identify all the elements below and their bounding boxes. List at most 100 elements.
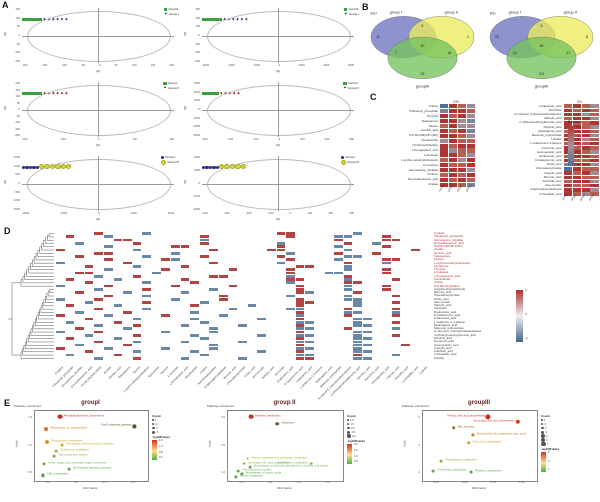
x-tick: -300 xyxy=(227,137,234,141)
heatmap-cell xyxy=(132,248,142,252)
heatmap-row: Gentisic_acid xyxy=(376,128,476,133)
heatmap-cell xyxy=(440,119,449,124)
x-tick: -100 xyxy=(60,137,66,141)
y-axis-title: t[2] xyxy=(183,105,188,111)
zscore-heatmaps: ES+ Uridine Tributanoyl_phosphate Thymine Te… xyxy=(376,100,599,212)
heatmap-cell xyxy=(295,320,305,324)
heatmap-cell xyxy=(161,330,171,334)
heatmap-cell xyxy=(458,109,467,114)
heatmap-cell xyxy=(295,343,305,347)
pathway-bubble-plot: groupI Pathway enrichment Phosphatidylchol… xyxy=(12,400,195,500)
scatter-point xyxy=(35,17,39,21)
heatmap-cell xyxy=(563,125,572,129)
heatmap-cell xyxy=(295,297,305,301)
metabolite-row-label: m-(Phenylmethoxy)benzoic_acid xyxy=(434,332,476,337)
metabolite-row-label: L-erythro-tetrahydrobiopterin xyxy=(434,260,471,265)
heatmap-cell xyxy=(382,258,391,262)
gradient-legend: 1.6 1.2 0.8 0.4 xyxy=(152,439,192,460)
pvalue-colorbar-ticks: 1.6 1.2 0.8 0.4 xyxy=(159,439,192,460)
scatter-point xyxy=(202,165,206,169)
heatmap-mode-title: ES+ xyxy=(453,100,460,104)
heatmap-cell xyxy=(572,121,581,125)
heatmap-cell xyxy=(440,167,449,173)
score-plot: 1500 1000 500 0 -500 -1000 -1500 -2000 -1000 0 100… xyxy=(3,154,182,225)
heatmap-cell xyxy=(458,158,467,163)
pvalue-tick: 0.5 xyxy=(354,460,358,464)
heatmap-cell xyxy=(295,330,305,334)
y-tick: 2.0 xyxy=(221,442,225,447)
metabolite-row-label: Testosterone xyxy=(434,253,451,258)
y-tick: 0 xyxy=(198,107,200,112)
pathway-label: Biosynthesis_of_unsaturated_fatty_acids xyxy=(477,432,527,436)
heatmap-cell xyxy=(572,137,581,142)
heatmap-cell xyxy=(590,188,599,192)
heatmap-cell xyxy=(353,340,362,344)
zscore-tick: -1.0 xyxy=(577,162,582,167)
scatter-point xyxy=(32,165,36,169)
heatmap-cell xyxy=(142,232,151,235)
heatmap-cell xyxy=(103,294,113,298)
heatmap-cell xyxy=(581,179,590,184)
y-tick: -100 xyxy=(14,50,20,55)
score-plot: ✦✦✦✦✦ 3000 2000 1000 0 -1000 -2000 -3000 -500 -30… xyxy=(183,80,362,151)
scatter-point xyxy=(38,91,43,95)
legend-label: Group II xyxy=(168,85,179,90)
x-tick: 1000 xyxy=(298,63,305,67)
heatmap-cell xyxy=(581,146,590,150)
heatmap-cell xyxy=(190,317,199,321)
x-tick-labels: -200 -100 0 100 200 xyxy=(22,138,174,141)
heatmap-cell xyxy=(75,242,84,245)
colorbar-tick: 2 xyxy=(525,288,527,292)
heatmap-cell xyxy=(343,274,353,278)
heatmap-cell xyxy=(353,281,362,285)
heatmap-cell xyxy=(362,330,372,334)
scatter-point xyxy=(205,91,209,95)
pathway-point xyxy=(234,475,238,479)
heatmap-cell xyxy=(180,265,190,268)
heatmap-cell xyxy=(84,333,94,337)
heatmap-cell xyxy=(563,158,572,163)
heatmap-cell xyxy=(590,142,599,146)
legend-entry: Control xyxy=(343,81,359,86)
x-axis-title: Rich factor xyxy=(83,486,98,490)
heatmap-cell xyxy=(572,146,581,150)
heatmap-cell xyxy=(305,320,315,324)
heatmap-cell xyxy=(458,138,467,143)
y-tick: -500 xyxy=(14,189,20,194)
heatmap-row: Azelate xyxy=(376,182,476,187)
legend-label: Group I xyxy=(345,155,356,160)
metabolite-row-label: Chenodeoxycholate xyxy=(535,166,562,171)
heatmap-row: Succinate xyxy=(489,108,599,112)
heatmap-cell xyxy=(440,153,449,158)
heatmap-row: Caprylic_acid xyxy=(489,171,599,175)
heatmap-cell xyxy=(590,133,599,138)
plot-title: groupI xyxy=(81,400,100,406)
heatmap-cell xyxy=(449,182,458,187)
metabolite-row-label: Kynurenic_acid xyxy=(434,339,454,344)
x-tick-labels: 0.25 0.50 0.75 1.00 xyxy=(422,481,536,484)
pathway-bubble-plot: group II Pathway enrichment Histidine_meta… xyxy=(205,400,390,500)
plot-legend: Group I Group III xyxy=(160,155,179,166)
metabolite-row-label: Chenodeoxycholate xyxy=(434,293,460,298)
heatmap-cell xyxy=(382,284,391,288)
plot-title: groupIII xyxy=(468,400,490,406)
heatmap-cell xyxy=(590,125,599,129)
pathway-label: Secondary_bile_acid_biosynthesis xyxy=(473,419,515,423)
venn-count-I-only: 11 xyxy=(376,35,380,39)
metabolite-row-label: Uridine xyxy=(428,103,438,108)
dendrogram xyxy=(8,233,54,359)
heatmap-cell xyxy=(581,108,590,112)
heatmap-cell xyxy=(449,143,458,148)
count-legend-value: 7 xyxy=(547,442,549,446)
heatmap-cell xyxy=(219,294,228,298)
heatmap-cell xyxy=(458,177,467,182)
metabolite-row-label: Tributanoyl_phosphate xyxy=(408,108,438,113)
scatter-point xyxy=(25,165,29,169)
pathway-label: beta-Alanine_metabolism xyxy=(277,461,308,465)
metabolite-row-label: D-Galacturonic_acid xyxy=(535,158,562,163)
heatmap-cell xyxy=(382,261,391,265)
heatmap-cell xyxy=(581,183,590,188)
scatter-point xyxy=(22,165,26,169)
heatmap-cell xyxy=(257,317,267,321)
heatmap-cell xyxy=(295,350,305,354)
